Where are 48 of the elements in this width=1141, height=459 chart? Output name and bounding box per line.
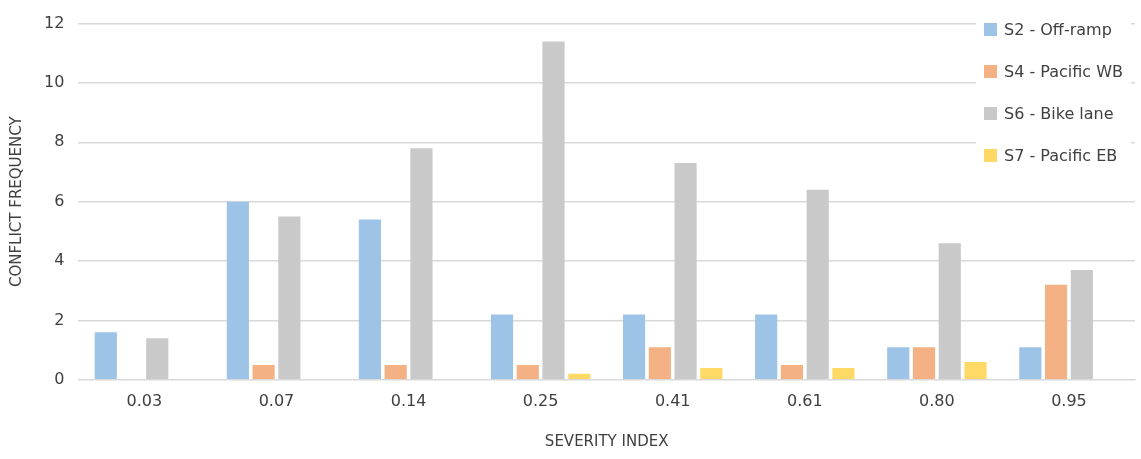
bar xyxy=(755,314,778,380)
y-tick-label: 6 xyxy=(54,190,65,210)
bar xyxy=(1070,269,1093,380)
x-tick-label: 0.80 xyxy=(919,390,955,410)
bar xyxy=(94,332,117,380)
bar xyxy=(358,219,381,380)
y-tick-label: 12 xyxy=(44,12,65,32)
y-tick-label: 8 xyxy=(54,131,65,151)
x-tick-label: 0.41 xyxy=(654,390,691,410)
x-axis-title: SEVERITY INDEX xyxy=(544,431,669,450)
bar xyxy=(568,373,591,380)
x-tick-label: 0.25 xyxy=(522,390,559,410)
bar xyxy=(832,367,855,380)
bar xyxy=(516,364,539,380)
bar xyxy=(1045,284,1068,380)
bar xyxy=(146,338,169,380)
bar xyxy=(648,347,671,380)
legend-label: S7 - Pacific EB xyxy=(1003,145,1118,165)
bar xyxy=(938,243,961,380)
legend-label: S4 - Pacific WB xyxy=(1003,61,1123,81)
bar xyxy=(542,41,565,380)
x-tick-label: 0.03 xyxy=(126,390,163,410)
bar xyxy=(410,148,433,380)
x-tick-label: 0.14 xyxy=(390,390,427,410)
legend-label: S6 - Bike lane xyxy=(1003,103,1114,123)
bar xyxy=(780,364,803,380)
bar xyxy=(887,347,910,380)
bar xyxy=(384,364,407,380)
y-tick-label: 10 xyxy=(44,72,65,92)
legend-label: S2 - Off-ramp xyxy=(1003,19,1112,39)
bar xyxy=(806,189,829,380)
bar xyxy=(700,367,723,380)
bar xyxy=(623,314,646,380)
y-tick-label: 0 xyxy=(54,368,65,388)
bar xyxy=(964,361,987,380)
bar xyxy=(674,163,697,380)
bar xyxy=(278,216,301,380)
bar xyxy=(252,364,275,380)
bar xyxy=(1019,347,1042,380)
x-tick-label: 0.07 xyxy=(258,390,295,410)
x-tick-label: 0.61 xyxy=(786,390,823,410)
y-axis-title: CONFLICT FREQUENCY xyxy=(6,115,25,288)
bar xyxy=(912,347,936,380)
bar xyxy=(226,201,249,380)
y-tick-label: 2 xyxy=(54,309,65,329)
bar xyxy=(490,314,514,380)
y-tick-label: 4 xyxy=(54,250,65,270)
x-tick-label: 0.95 xyxy=(1051,390,1087,410)
